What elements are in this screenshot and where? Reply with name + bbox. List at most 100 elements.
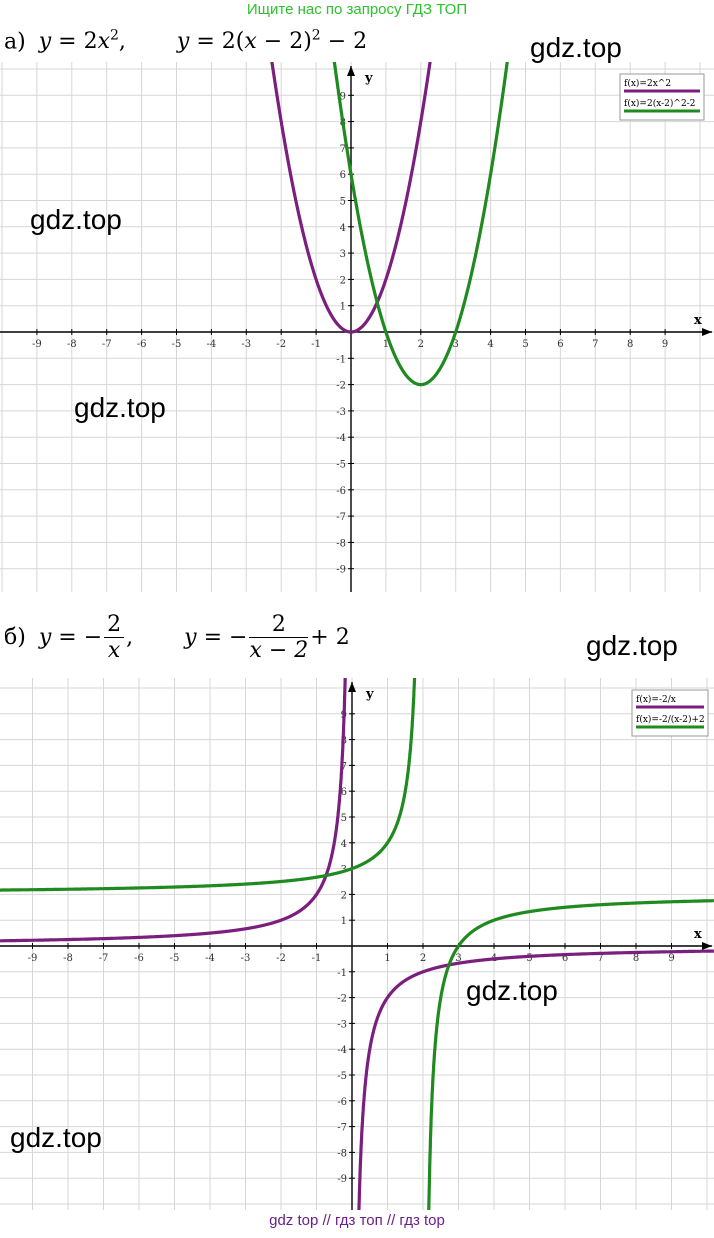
x-tick-label: -2: [276, 953, 286, 964]
x-tick-label: 3: [455, 953, 461, 964]
equation-b2: y = −2 x − 2 + 2: [184, 612, 350, 664]
y-tick-label: -7: [337, 1123, 347, 1134]
y-tick-label: 5: [341, 813, 347, 824]
footer: gdz top // гдз топ // гдз top: [269, 1212, 445, 1229]
x-tick-label: 5: [526, 953, 532, 964]
chart-b: -9 -8 -7 -6 -5 -4 -3 -2 -1 1 2 3 4 5 6 7 8 9 -9 -8 -7 -6 -5 -4 -…: [0, 678, 714, 1210]
y-axis-arrow: [348, 682, 356, 692]
y-tick-label: -1: [337, 968, 347, 979]
formula-b: б) y = −2 x, y = −2 x − 2 + 2: [4, 612, 350, 664]
y-tick-label: -1: [336, 354, 346, 365]
x-axis-arrow: [702, 328, 712, 336]
watermark: gdz.top: [30, 204, 122, 235]
x-tick-label: 4: [487, 339, 493, 350]
y-axis-label: y: [364, 71, 373, 86]
y-tick-label: 6: [340, 170, 346, 181]
y-tick-label: 6: [341, 787, 347, 798]
x-tick-label: 9: [662, 339, 668, 350]
series-line-2: [0, 678, 714, 1210]
x-tick-label: -4: [207, 339, 217, 350]
y-tick-label: 1: [341, 916, 347, 927]
x-tick-label: -8: [67, 339, 77, 350]
x-tick-label: 1: [383, 339, 389, 350]
y-tick-label: -4: [337, 1045, 347, 1056]
x-tick-label: 5: [522, 339, 528, 350]
y-tick-label: 4: [340, 223, 346, 234]
x-tick-label: -4: [205, 953, 215, 964]
x-tick-label: 6: [562, 953, 568, 964]
y-tick-label: -3: [336, 407, 346, 418]
y-axis-arrow: [347, 66, 355, 76]
equation-b1: y = −2 x,: [38, 612, 134, 664]
series-line-1: [270, 62, 432, 334]
grid: [0, 62, 714, 592]
part-b-label: б): [4, 624, 26, 650]
x-tick-label: -1: [311, 339, 321, 350]
x-tick-label: 7: [592, 339, 598, 350]
y-tick-label: -5: [336, 460, 346, 471]
y-axis-label: y: [365, 687, 374, 702]
x-tick-label: -6: [137, 339, 147, 350]
y-tick-label: -8: [336, 538, 346, 549]
legend: f(x)=-2/x f(x)=-2/(x-2)+2: [631, 689, 709, 737]
x-tick-label: 8: [627, 339, 633, 350]
y-tick-label: -2: [336, 381, 346, 392]
x-tick-label: 8: [633, 953, 639, 964]
x-axis-arrow: [702, 942, 712, 950]
part-a-label: а): [4, 29, 26, 55]
x-tick-label: 7: [597, 953, 603, 964]
x-tick-label: 6: [557, 339, 563, 350]
legend-label: f(x)=2(x-2)^2-2: [624, 98, 695, 109]
y-tick-label: -9: [337, 1174, 347, 1185]
y-tick-label: 2: [341, 890, 347, 901]
y-tick-label: -7: [336, 512, 346, 523]
series-line-1: [0, 678, 714, 1210]
top-banner: Ищите нас по запросу ГДЗ ТОП: [246, 1, 468, 18]
x-tick-label: -5: [170, 953, 180, 964]
x-axis-label: x: [694, 927, 702, 942]
x-tick-label: -2: [276, 339, 286, 350]
y-tick-label: 2: [340, 275, 346, 286]
x-axis-label: x: [694, 313, 702, 328]
x-tick-label: 3: [453, 339, 459, 350]
x-tick-label: 2: [418, 339, 424, 350]
y-tick-label: 4: [341, 839, 347, 850]
y-tick-label: 3: [340, 249, 346, 260]
watermark: gdz.top: [530, 32, 622, 63]
y-tick-label: 1: [340, 302, 346, 313]
x-tick-label: -8: [63, 953, 73, 964]
y-tick-label: 7: [341, 761, 347, 772]
y-tick-label: -5: [337, 1071, 347, 1082]
y-tick-label: -6: [337, 1097, 347, 1108]
watermark: gdz.top: [466, 975, 558, 1006]
x-tick-label: -7: [102, 339, 112, 350]
x-tick-label: -1: [312, 953, 322, 964]
x-tick-label: -3: [241, 953, 251, 964]
y-tick-label: -3: [337, 1019, 347, 1030]
legend: f(x)=2x^2 f(x)=2(x-2)^2-2: [619, 73, 705, 121]
x-tick-label: -7: [99, 953, 109, 964]
x-tick-label: 9: [668, 953, 674, 964]
grid: [0, 678, 714, 1210]
y-tick-label: -2: [337, 994, 347, 1005]
x-tick-label: -9: [28, 953, 38, 964]
watermark: gdz.top: [10, 1122, 102, 1153]
x-tick-label: 1: [384, 953, 390, 964]
legend-label: f(x)=2x^2: [624, 78, 671, 89]
y-tick-label: -8: [337, 1148, 347, 1159]
equation-a2: y = 2(x − 2)2 − 2: [176, 28, 368, 55]
y-tick-label: 5: [340, 197, 346, 208]
watermark: gdz.top: [586, 630, 678, 661]
legend-label: f(x)=-2/x: [636, 694, 676, 705]
x-tick-label: -3: [241, 339, 251, 350]
y-tick-label: -4: [336, 433, 346, 444]
formula-a: а) y = 2x2, y = 2(x − 2)2 − 2: [4, 28, 367, 54]
watermark: gdz.top: [74, 392, 166, 423]
x-tick-label: -5: [172, 339, 182, 350]
y-tick-label: -6: [336, 486, 346, 497]
x-tick-label: 2: [420, 953, 426, 964]
legend-label: f(x)=-2/(x-2)+2: [636, 714, 705, 725]
chart-a: -9 -8 -7 -6 -5 -4 -3 -2 -1 1 2 3 4 5 6 7 8 9 -9 -8 -7 -6 -5 -4 -…: [0, 62, 714, 592]
y-tick-label: 9: [340, 91, 346, 102]
y-tick-label: 7: [340, 144, 346, 155]
